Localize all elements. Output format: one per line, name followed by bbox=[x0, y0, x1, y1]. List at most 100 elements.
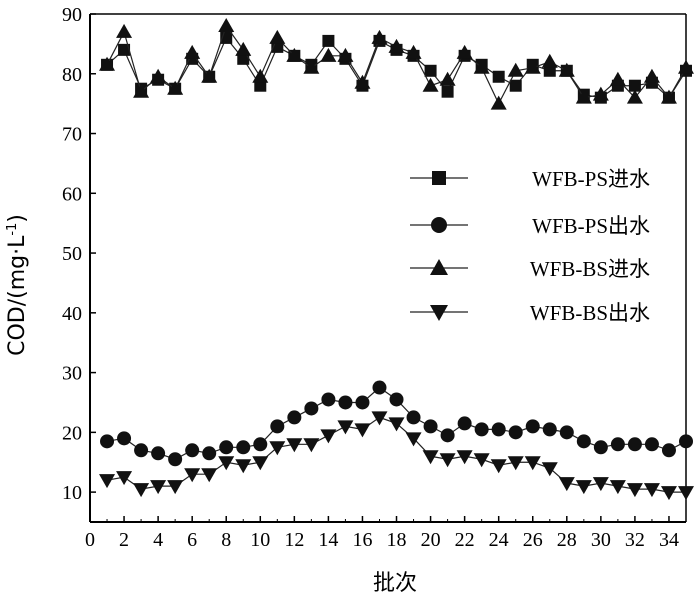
data-point bbox=[320, 429, 337, 444]
data-point bbox=[660, 486, 677, 501]
data-point bbox=[167, 480, 184, 495]
y-tick-label: 60 bbox=[62, 183, 82, 205]
data-point bbox=[405, 44, 422, 59]
data-point bbox=[118, 43, 131, 56]
data-point bbox=[116, 471, 133, 486]
data-point bbox=[254, 79, 267, 92]
data-point bbox=[490, 95, 507, 110]
data-point bbox=[610, 437, 625, 452]
data-point bbox=[133, 83, 150, 98]
data-point bbox=[679, 434, 693, 449]
series-2 bbox=[99, 17, 694, 110]
data-point bbox=[678, 59, 694, 74]
data-point bbox=[321, 392, 336, 407]
data-point bbox=[626, 89, 643, 104]
y-tick-label: 20 bbox=[62, 422, 82, 444]
data-point bbox=[116, 23, 133, 38]
data-point bbox=[184, 44, 201, 59]
legend-marker bbox=[432, 171, 446, 185]
data-point bbox=[100, 434, 115, 449]
x-tick-label: 4 bbox=[153, 529, 163, 551]
data-point bbox=[303, 438, 320, 453]
data-point bbox=[456, 44, 473, 59]
y-axis-title: COD/(mg·L-1) bbox=[5, 214, 30, 356]
data-point bbox=[389, 392, 404, 407]
data-point bbox=[490, 459, 507, 474]
data-point bbox=[304, 401, 319, 416]
data-point bbox=[541, 462, 558, 477]
data-point bbox=[235, 41, 252, 56]
legend-marker bbox=[431, 217, 447, 233]
data-point bbox=[253, 437, 268, 452]
series-layer bbox=[99, 17, 694, 501]
x-tick-label: 20 bbox=[421, 529, 441, 551]
data-point bbox=[643, 483, 660, 498]
data-point bbox=[303, 59, 320, 74]
data-point bbox=[457, 416, 472, 431]
data-point bbox=[423, 419, 438, 434]
data-point bbox=[134, 443, 149, 458]
data-point bbox=[406, 410, 421, 425]
x-tick-label: 28 bbox=[557, 529, 577, 551]
data-point bbox=[371, 29, 388, 44]
x-axis-title: 批次 bbox=[373, 571, 417, 596]
legend: WFB-PS进水 WFB-PS出水 WFB-BS进水 WFB-BS出水 bbox=[410, 167, 650, 325]
data-point bbox=[354, 74, 371, 89]
data-point bbox=[541, 53, 558, 68]
data-point bbox=[542, 422, 557, 437]
data-point bbox=[473, 59, 490, 74]
x-tick-label: 14 bbox=[318, 529, 338, 551]
data-point bbox=[117, 431, 132, 446]
x-tick-label: 22 bbox=[455, 529, 475, 551]
data-point bbox=[525, 419, 540, 434]
data-point bbox=[218, 456, 235, 471]
x-tick-label: 0 bbox=[85, 529, 95, 551]
y-tick-label: 40 bbox=[62, 303, 82, 325]
data-point bbox=[422, 450, 439, 465]
data-point bbox=[524, 456, 541, 471]
data-point bbox=[184, 468, 201, 483]
legend-marker bbox=[430, 259, 448, 275]
y-tick-label: 70 bbox=[62, 124, 82, 146]
data-point bbox=[286, 438, 303, 453]
data-point bbox=[424, 64, 437, 77]
data-point bbox=[609, 480, 626, 495]
data-point bbox=[337, 420, 354, 435]
data-point bbox=[269, 29, 286, 44]
series-3 bbox=[99, 411, 694, 501]
data-point bbox=[354, 423, 371, 438]
data-point bbox=[371, 411, 388, 426]
data-point bbox=[575, 480, 592, 495]
data-point bbox=[168, 452, 183, 467]
data-point bbox=[559, 425, 574, 440]
data-point bbox=[133, 483, 150, 498]
data-point bbox=[678, 486, 694, 501]
data-point bbox=[474, 422, 489, 437]
x-tick-label: 24 bbox=[489, 529, 509, 551]
data-point bbox=[151, 446, 166, 461]
data-point bbox=[643, 68, 660, 83]
y-axis-title-close: ) bbox=[5, 214, 30, 223]
data-point bbox=[202, 446, 217, 461]
data-point bbox=[491, 422, 506, 437]
data-point bbox=[507, 62, 524, 77]
data-point bbox=[575, 89, 592, 104]
legend-label: WFB-BS进水 bbox=[530, 257, 650, 281]
data-point bbox=[252, 456, 269, 471]
x-tick-label: 34 bbox=[659, 529, 679, 551]
data-point bbox=[508, 425, 523, 440]
data-point bbox=[269, 441, 286, 456]
data-point bbox=[372, 380, 387, 395]
data-point bbox=[660, 89, 677, 104]
axes: 0 2 4 6 8 10 12 14 16 18 20 22 24 26 28 30 32 34102030405… bbox=[62, 4, 687, 551]
data-point bbox=[388, 38, 405, 53]
data-point bbox=[99, 474, 116, 489]
x-tick-label: 26 bbox=[523, 529, 543, 551]
x-tick-label: 16 bbox=[352, 529, 372, 551]
legend-label: WFB-PS进水 bbox=[532, 167, 650, 191]
data-point bbox=[524, 59, 541, 74]
y-tick-label: 30 bbox=[62, 363, 82, 385]
y-axis-title-superscript: -1 bbox=[5, 223, 20, 236]
